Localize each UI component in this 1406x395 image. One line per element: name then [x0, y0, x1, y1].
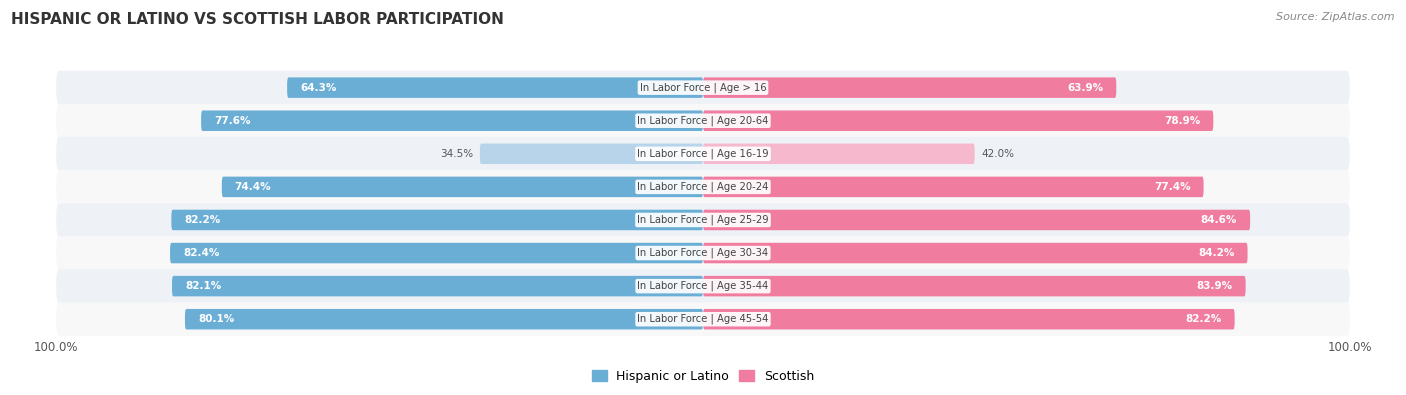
- Text: 82.2%: 82.2%: [1185, 314, 1222, 324]
- FancyBboxPatch shape: [186, 309, 703, 329]
- FancyBboxPatch shape: [703, 177, 1204, 197]
- FancyBboxPatch shape: [56, 269, 1350, 303]
- Text: 63.9%: 63.9%: [1067, 83, 1104, 93]
- FancyBboxPatch shape: [56, 170, 1350, 204]
- Text: 84.6%: 84.6%: [1201, 215, 1237, 225]
- Text: In Labor Force | Age 35-44: In Labor Force | Age 35-44: [637, 281, 769, 292]
- Text: 34.5%: 34.5%: [440, 149, 474, 159]
- Text: HISPANIC OR LATINO VS SCOTTISH LABOR PARTICIPATION: HISPANIC OR LATINO VS SCOTTISH LABOR PAR…: [11, 12, 505, 27]
- FancyBboxPatch shape: [703, 309, 1234, 329]
- FancyBboxPatch shape: [56, 236, 1350, 270]
- Text: In Labor Force | Age 25-29: In Labor Force | Age 25-29: [637, 215, 769, 225]
- Text: 80.1%: 80.1%: [198, 314, 235, 324]
- FancyBboxPatch shape: [170, 243, 703, 263]
- Text: Source: ZipAtlas.com: Source: ZipAtlas.com: [1277, 12, 1395, 22]
- FancyBboxPatch shape: [703, 210, 1250, 230]
- Text: In Labor Force | Age 20-64: In Labor Force | Age 20-64: [637, 115, 769, 126]
- Text: 64.3%: 64.3%: [299, 83, 336, 93]
- FancyBboxPatch shape: [287, 77, 703, 98]
- FancyBboxPatch shape: [56, 104, 1350, 137]
- FancyBboxPatch shape: [56, 302, 1350, 336]
- FancyBboxPatch shape: [703, 77, 1116, 98]
- Text: 77.6%: 77.6%: [214, 116, 250, 126]
- Text: 82.4%: 82.4%: [183, 248, 219, 258]
- FancyBboxPatch shape: [703, 111, 1213, 131]
- Text: In Labor Force | Age 45-54: In Labor Force | Age 45-54: [637, 314, 769, 324]
- FancyBboxPatch shape: [703, 243, 1247, 263]
- Text: 82.1%: 82.1%: [186, 281, 221, 291]
- Text: In Labor Force | Age > 16: In Labor Force | Age > 16: [640, 83, 766, 93]
- FancyBboxPatch shape: [222, 177, 703, 197]
- FancyBboxPatch shape: [703, 143, 974, 164]
- Text: 42.0%: 42.0%: [981, 149, 1014, 159]
- Text: 77.4%: 77.4%: [1154, 182, 1191, 192]
- Text: In Labor Force | Age 16-19: In Labor Force | Age 16-19: [637, 149, 769, 159]
- Text: 82.2%: 82.2%: [184, 215, 221, 225]
- FancyBboxPatch shape: [56, 71, 1350, 105]
- FancyBboxPatch shape: [201, 111, 703, 131]
- Text: 84.2%: 84.2%: [1198, 248, 1234, 258]
- Text: In Labor Force | Age 20-24: In Labor Force | Age 20-24: [637, 182, 769, 192]
- FancyBboxPatch shape: [172, 210, 703, 230]
- Text: 78.9%: 78.9%: [1164, 116, 1201, 126]
- FancyBboxPatch shape: [703, 276, 1246, 296]
- FancyBboxPatch shape: [172, 276, 703, 296]
- FancyBboxPatch shape: [56, 137, 1350, 171]
- FancyBboxPatch shape: [479, 143, 703, 164]
- Text: In Labor Force | Age 30-34: In Labor Force | Age 30-34: [637, 248, 769, 258]
- Text: 83.9%: 83.9%: [1197, 281, 1233, 291]
- Text: 74.4%: 74.4%: [235, 182, 271, 192]
- Legend: Hispanic or Latino, Scottish: Hispanic or Latino, Scottish: [586, 365, 820, 388]
- FancyBboxPatch shape: [56, 203, 1350, 237]
